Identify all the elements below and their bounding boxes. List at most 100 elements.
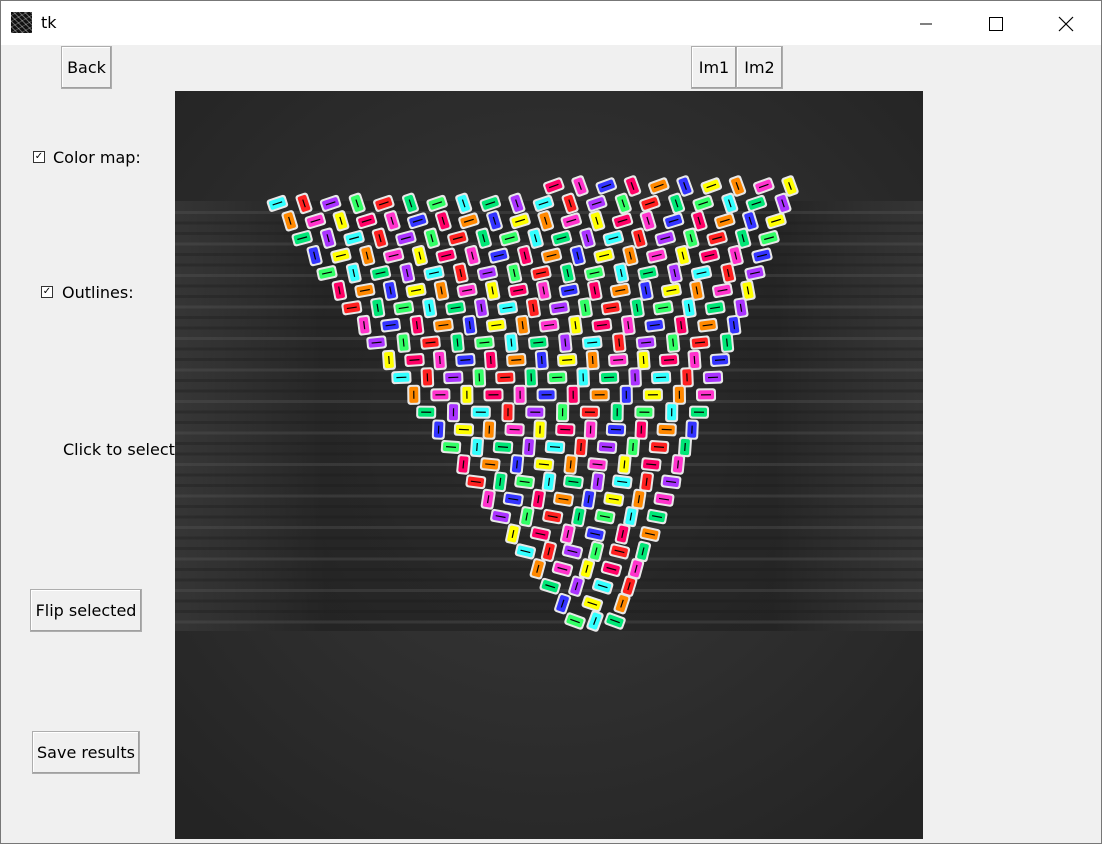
cell-marker[interactable] — [558, 332, 573, 353]
cell-marker[interactable] — [544, 440, 566, 454]
cell-marker[interactable] — [681, 297, 697, 319]
cell-marker[interactable] — [728, 174, 747, 197]
cell-marker[interactable] — [556, 353, 578, 367]
cell-marker[interactable] — [670, 454, 686, 475]
cell-marker[interactable] — [605, 422, 627, 437]
cell-marker[interactable] — [420, 367, 435, 388]
cell-marker[interactable] — [577, 297, 593, 319]
cell-marker[interactable] — [399, 262, 416, 284]
cell-marker[interactable] — [553, 592, 572, 615]
cell-marker[interactable] — [525, 405, 546, 419]
cell-marker[interactable] — [504, 332, 519, 353]
cell-marker[interactable] — [629, 297, 645, 319]
cell-marker[interactable] — [662, 212, 685, 230]
cell-marker[interactable] — [527, 335, 549, 350]
cell-marker[interactable] — [598, 370, 620, 385]
cell-marker[interactable] — [393, 300, 415, 316]
cell-marker[interactable] — [534, 349, 549, 371]
cell-marker[interactable] — [529, 526, 551, 543]
cell-marker[interactable] — [445, 300, 467, 316]
cell-marker[interactable] — [369, 265, 392, 282]
cell-marker[interactable] — [563, 474, 584, 490]
cell-marker[interactable] — [530, 488, 546, 510]
cell-marker[interactable] — [590, 471, 606, 493]
cell-marker[interactable] — [581, 335, 603, 350]
cell-marker[interactable] — [291, 229, 314, 247]
cell-marker[interactable] — [404, 353, 425, 367]
cell-marker[interactable] — [587, 540, 605, 563]
cell-marker[interactable] — [636, 349, 651, 371]
cell-marker[interactable] — [483, 349, 498, 371]
cell-marker[interactable] — [666, 262, 683, 284]
cell-marker[interactable] — [331, 279, 348, 301]
cell-marker[interactable] — [603, 491, 625, 507]
cell-marker[interactable] — [507, 282, 529, 299]
cell-marker[interactable] — [602, 229, 625, 247]
cell-marker[interactable] — [678, 436, 692, 458]
cell-marker[interactable] — [690, 209, 708, 232]
cell-marker[interactable] — [587, 457, 608, 472]
cell-marker[interactable] — [529, 557, 547, 580]
cell-marker[interactable] — [697, 317, 718, 333]
cell-marker[interactable] — [473, 297, 490, 319]
image-canvas[interactable] — [175, 91, 923, 839]
cell-marker[interactable] — [454, 192, 473, 215]
cell-marker[interactable] — [422, 297, 438, 319]
cell-marker[interactable] — [470, 436, 484, 458]
cell-marker[interactable] — [479, 194, 502, 213]
cell-marker[interactable] — [719, 332, 735, 353]
cell-marker[interactable] — [571, 506, 587, 528]
close-button[interactable] — [1031, 2, 1101, 46]
cell-marker[interactable] — [456, 282, 478, 299]
cell-marker[interactable] — [630, 227, 648, 250]
cell-marker[interactable] — [727, 244, 744, 267]
cell-marker[interactable] — [453, 422, 475, 437]
cell-marker[interactable] — [319, 194, 342, 213]
cell-marker[interactable] — [642, 388, 663, 402]
cell-marker[interactable] — [443, 370, 464, 385]
cell-marker[interactable] — [675, 174, 694, 197]
cell-marker[interactable] — [626, 436, 640, 458]
cell-marker[interactable] — [509, 212, 532, 230]
image-view[interactable] — [175, 91, 923, 839]
cell-marker[interactable] — [431, 419, 446, 440]
flip-selected-button[interactable]: Flip selected — [30, 589, 142, 632]
cell-marker[interactable] — [266, 194, 289, 213]
cell-marker[interactable] — [780, 174, 799, 197]
cell-marker[interactable] — [359, 244, 376, 267]
cell-marker[interactable] — [594, 508, 616, 525]
cell-marker[interactable] — [382, 279, 399, 301]
cell-marker[interactable] — [409, 314, 425, 336]
cell-marker[interactable] — [452, 262, 469, 284]
cell-marker[interactable] — [484, 279, 501, 301]
cell-marker[interactable] — [600, 300, 622, 316]
cell-marker[interactable] — [446, 229, 469, 247]
cell-marker[interactable] — [595, 176, 618, 195]
cell-marker[interactable] — [502, 491, 524, 507]
cell-marker[interactable] — [745, 194, 768, 213]
cell-marker[interactable] — [593, 247, 615, 264]
cell-marker[interactable] — [355, 212, 378, 230]
cell-marker[interactable] — [634, 405, 655, 419]
cell-marker[interactable] — [581, 488, 597, 510]
cell-marker[interactable] — [591, 317, 613, 333]
cell-marker[interactable] — [614, 192, 633, 215]
cell-marker[interactable] — [623, 174, 642, 197]
cell-marker[interactable] — [702, 370, 724, 385]
cell-marker[interactable] — [464, 244, 481, 267]
cell-marker[interactable] — [623, 506, 639, 528]
cell-marker[interactable] — [579, 405, 600, 419]
cell-marker[interactable] — [611, 474, 633, 490]
cell-marker[interactable] — [430, 388, 451, 402]
cell-marker[interactable] — [589, 388, 610, 402]
cell-marker[interactable] — [741, 209, 759, 232]
cell-marker[interactable] — [567, 575, 585, 598]
cell-marker[interactable] — [281, 209, 299, 232]
cell-marker[interactable] — [585, 194, 608, 213]
cell-marker[interactable] — [465, 474, 487, 490]
cell-marker[interactable] — [579, 227, 597, 250]
cell-marker[interactable] — [475, 227, 493, 250]
cell-marker[interactable] — [711, 282, 734, 299]
cell-marker[interactable] — [509, 454, 525, 475]
cell-marker[interactable] — [646, 508, 668, 525]
